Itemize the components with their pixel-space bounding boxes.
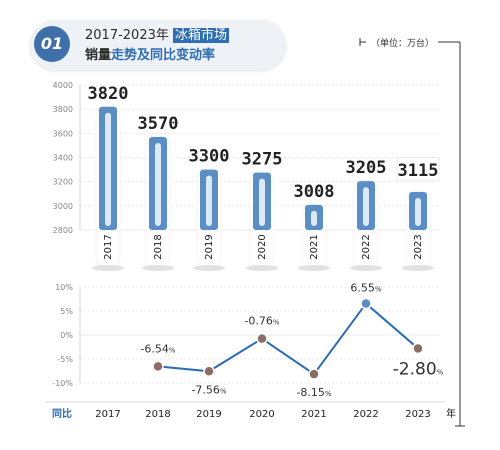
yoy-value-label: 6.55% xyxy=(350,282,382,295)
line-y-tick-label: 5% xyxy=(60,307,73,316)
yoy-point-2021 xyxy=(308,368,320,380)
yoy-value-label: -6.54% xyxy=(140,342,175,355)
bar-inner-highlight xyxy=(311,210,317,226)
bar-inner-highlight xyxy=(206,175,212,226)
yoy-point-2020 xyxy=(256,332,268,345)
bar-category-label: 2019 xyxy=(204,234,215,259)
title-highlight: 冰箱市场 xyxy=(173,28,230,43)
bar-shadow xyxy=(246,265,278,271)
bar-category-label: 2018 xyxy=(153,234,164,259)
bar-category-label: 2021 xyxy=(309,234,320,259)
bar-y-tick-label: 3400 xyxy=(53,154,73,163)
yoy-value-label: -7.56% xyxy=(191,383,226,396)
section-number-badge: 01 xyxy=(34,26,70,62)
bar-y-tick-label: 3600 xyxy=(53,129,73,138)
bottom-year-label: 2019 xyxy=(196,409,221,420)
bottom-year-label: 2017 xyxy=(95,409,120,420)
bar-shadow xyxy=(402,265,434,271)
bar-inner-highlight xyxy=(155,142,161,226)
yoy-value-label: -0.76% xyxy=(244,315,279,328)
yoy-value-suffix: % xyxy=(169,346,176,354)
bar-value-label: 3205 xyxy=(346,158,387,178)
chart-title-line2: 销量走势及同比变动率 xyxy=(85,44,215,63)
bar-y-tick-label: 4000 xyxy=(53,81,73,90)
bottom-year-label: 2023 xyxy=(405,409,430,420)
title2-prefix: 销量 xyxy=(85,48,112,63)
bar-y-tick-label: 2800 xyxy=(53,226,73,235)
yoy-point-2018 xyxy=(152,360,164,373)
bar-value-label: 3570 xyxy=(138,114,179,134)
bar-inner-highlight xyxy=(363,187,369,226)
yoy-point-2022 xyxy=(360,297,372,310)
bar-shadow xyxy=(298,265,330,271)
bar-shadow xyxy=(350,265,382,271)
yoy-value-suffix: % xyxy=(437,368,444,376)
yoy-line xyxy=(157,302,419,376)
year-suffix-label: 年 xyxy=(446,407,456,420)
bottom-year-label: 2020 xyxy=(249,409,274,420)
yoy-value-suffix: % xyxy=(220,387,227,395)
bottom-year-label: 2022 xyxy=(353,409,378,420)
yoy-value-suffix: % xyxy=(375,286,382,294)
yoy-value-label: -8.15% xyxy=(296,386,331,399)
bar-inner-highlight xyxy=(105,112,111,226)
bar-value-label: 3275 xyxy=(242,150,283,170)
bottom-year-label: 2021 xyxy=(301,409,326,420)
yoy-value-number: 6.55 xyxy=(350,282,375,295)
yoy-value-suffix: % xyxy=(325,390,332,398)
line-y-tick-label: 0% xyxy=(60,331,73,340)
yoy-value-number: -2.80 xyxy=(393,359,437,379)
bar-value-label: 3820 xyxy=(88,84,129,104)
bottom-year-label: 2018 xyxy=(145,409,170,420)
bar-value-label: 3300 xyxy=(189,147,230,167)
unit-label: （单位：万台） xyxy=(371,39,435,49)
yoy-value-label: -2.80% xyxy=(393,359,444,379)
bar-category-label: 2017 xyxy=(103,234,114,259)
bar-category-label: 2023 xyxy=(413,234,424,259)
yoy-value-number: -7.56 xyxy=(191,383,219,396)
yoy-value-suffix: % xyxy=(273,319,280,327)
line-y-tick-label: 10% xyxy=(55,283,73,292)
bar-value-label: 3008 xyxy=(294,182,335,202)
title2-blue: 走势及同比变动率 xyxy=(111,48,216,63)
bar-y-tick-label: 3200 xyxy=(53,178,73,187)
bar-category-label: 2022 xyxy=(361,234,372,259)
yoy-point-2023 xyxy=(412,342,424,355)
title-prefix: 2017-2023年 xyxy=(85,28,173,43)
yoy-value-number: -0.76 xyxy=(244,315,272,328)
yoy-row-label: 同比 xyxy=(52,407,72,420)
yoy-value-number: -8.15 xyxy=(296,386,324,399)
bar-y-tick-label: 3000 xyxy=(53,202,73,211)
bar-shadow xyxy=(92,265,124,271)
bar-category-label: 2020 xyxy=(257,234,268,259)
chart-title-line1: 2017-2023年 冰箱市场 xyxy=(85,24,230,43)
bar-shadow xyxy=(193,265,225,271)
bar-shadow xyxy=(142,265,174,271)
bar-y-tick-label: 3800 xyxy=(53,105,73,114)
bar-inner-highlight xyxy=(259,178,265,226)
bar-value-label: 3115 xyxy=(398,161,439,181)
bar-inner-highlight xyxy=(415,197,421,226)
yoy-point-2019 xyxy=(203,365,215,378)
title-pill xyxy=(30,20,286,70)
line-y-tick-label: -5% xyxy=(57,355,73,364)
line-y-tick-label: -10% xyxy=(52,379,73,388)
yoy-value-number: -6.54 xyxy=(140,342,168,355)
value-label-box xyxy=(396,157,440,181)
